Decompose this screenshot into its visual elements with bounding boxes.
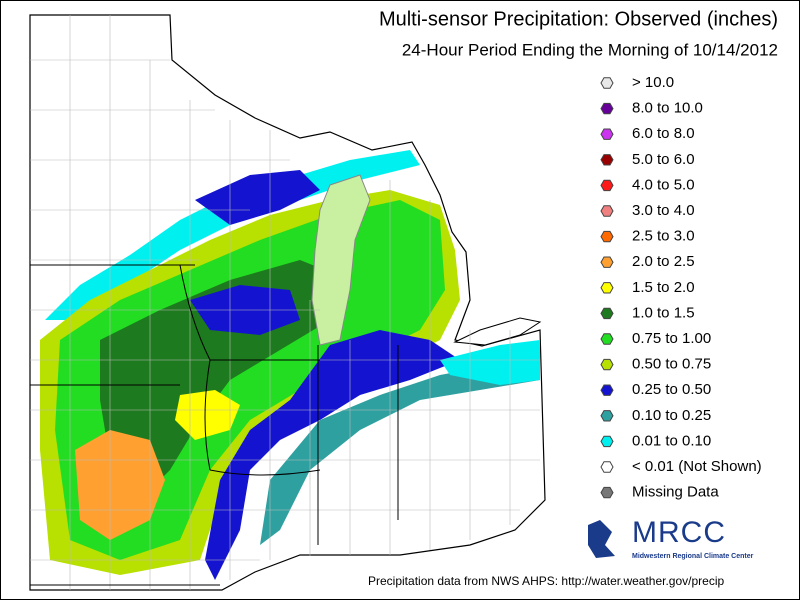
title: Multi-sensor Precipitation: Observed (in… xyxy=(379,8,778,30)
legend-label: 0.75 to 1.00 xyxy=(632,330,711,347)
legend-label: 1.0 to 1.5 xyxy=(632,304,695,321)
legend-swatch xyxy=(600,358,614,371)
precip-area xyxy=(75,430,165,540)
precip-area xyxy=(440,340,540,385)
legend-label: 1.5 to 2.0 xyxy=(632,279,695,296)
legend-swatch xyxy=(600,256,614,268)
footer: Precipitation data from NWS AHPS: http:/… xyxy=(368,574,724,588)
lake-erie xyxy=(453,317,542,346)
legend-label: 0.25 to 0.50 xyxy=(632,381,711,398)
legend-label: 0.01 to 0.10 xyxy=(632,432,711,449)
legend: > 10.0 8.0 to 10.0 6.0 to 8.0 5.0 to 6.0 4.0… xyxy=(600,74,762,501)
precip-area xyxy=(175,390,240,440)
legend-swatch xyxy=(600,333,614,345)
map xyxy=(29,14,546,591)
legend-label: 2.5 to 3.0 xyxy=(632,228,695,245)
subtitle: 24-Hour Period Ending the Morning of 10/… xyxy=(402,40,778,59)
logo-subtitle: Midwestern Regional Climate Center xyxy=(632,553,754,560)
legend-label: > 10.0 xyxy=(632,74,674,91)
legend-label: 2.0 to 2.5 xyxy=(632,253,695,270)
legend-label: 0.10 to 0.25 xyxy=(632,407,711,424)
legend-label: 3.0 to 4.0 xyxy=(632,202,695,219)
legend-swatch xyxy=(600,205,614,217)
legend-swatch xyxy=(600,77,614,89)
legend-swatch xyxy=(600,384,614,396)
legend-label: 0.50 to 0.75 xyxy=(632,356,711,373)
legend-swatch xyxy=(600,128,614,140)
legend-swatch xyxy=(600,461,614,473)
legend-label: 6.0 to 8.0 xyxy=(632,125,695,142)
precip-area xyxy=(205,330,460,580)
legend-swatch xyxy=(600,230,614,243)
legend-label: 8.0 to 10.0 xyxy=(632,100,703,117)
legend-swatch xyxy=(600,307,614,320)
state-lines xyxy=(30,264,399,586)
legend-swatch xyxy=(600,410,614,422)
legend-label: < 0.01 (Not Shown) xyxy=(632,458,762,475)
lake-michigan xyxy=(311,174,371,346)
logo-name: MRCC xyxy=(632,516,726,549)
legend-swatch xyxy=(600,102,614,115)
legend-label: 5.0 to 6.0 xyxy=(632,151,695,168)
legend-swatch xyxy=(600,282,614,294)
precip-area xyxy=(195,170,320,225)
logo-map-icon xyxy=(588,520,615,558)
logo: MRCC Midwestern Regional Climate Center xyxy=(588,516,754,560)
legend-swatch xyxy=(600,486,614,499)
legend-label: 4.0 to 5.0 xyxy=(632,176,695,193)
legend-swatch xyxy=(600,435,614,448)
legend-label: Missing Data xyxy=(632,484,719,501)
legend-swatch xyxy=(600,154,614,166)
legend-swatch xyxy=(600,179,614,192)
